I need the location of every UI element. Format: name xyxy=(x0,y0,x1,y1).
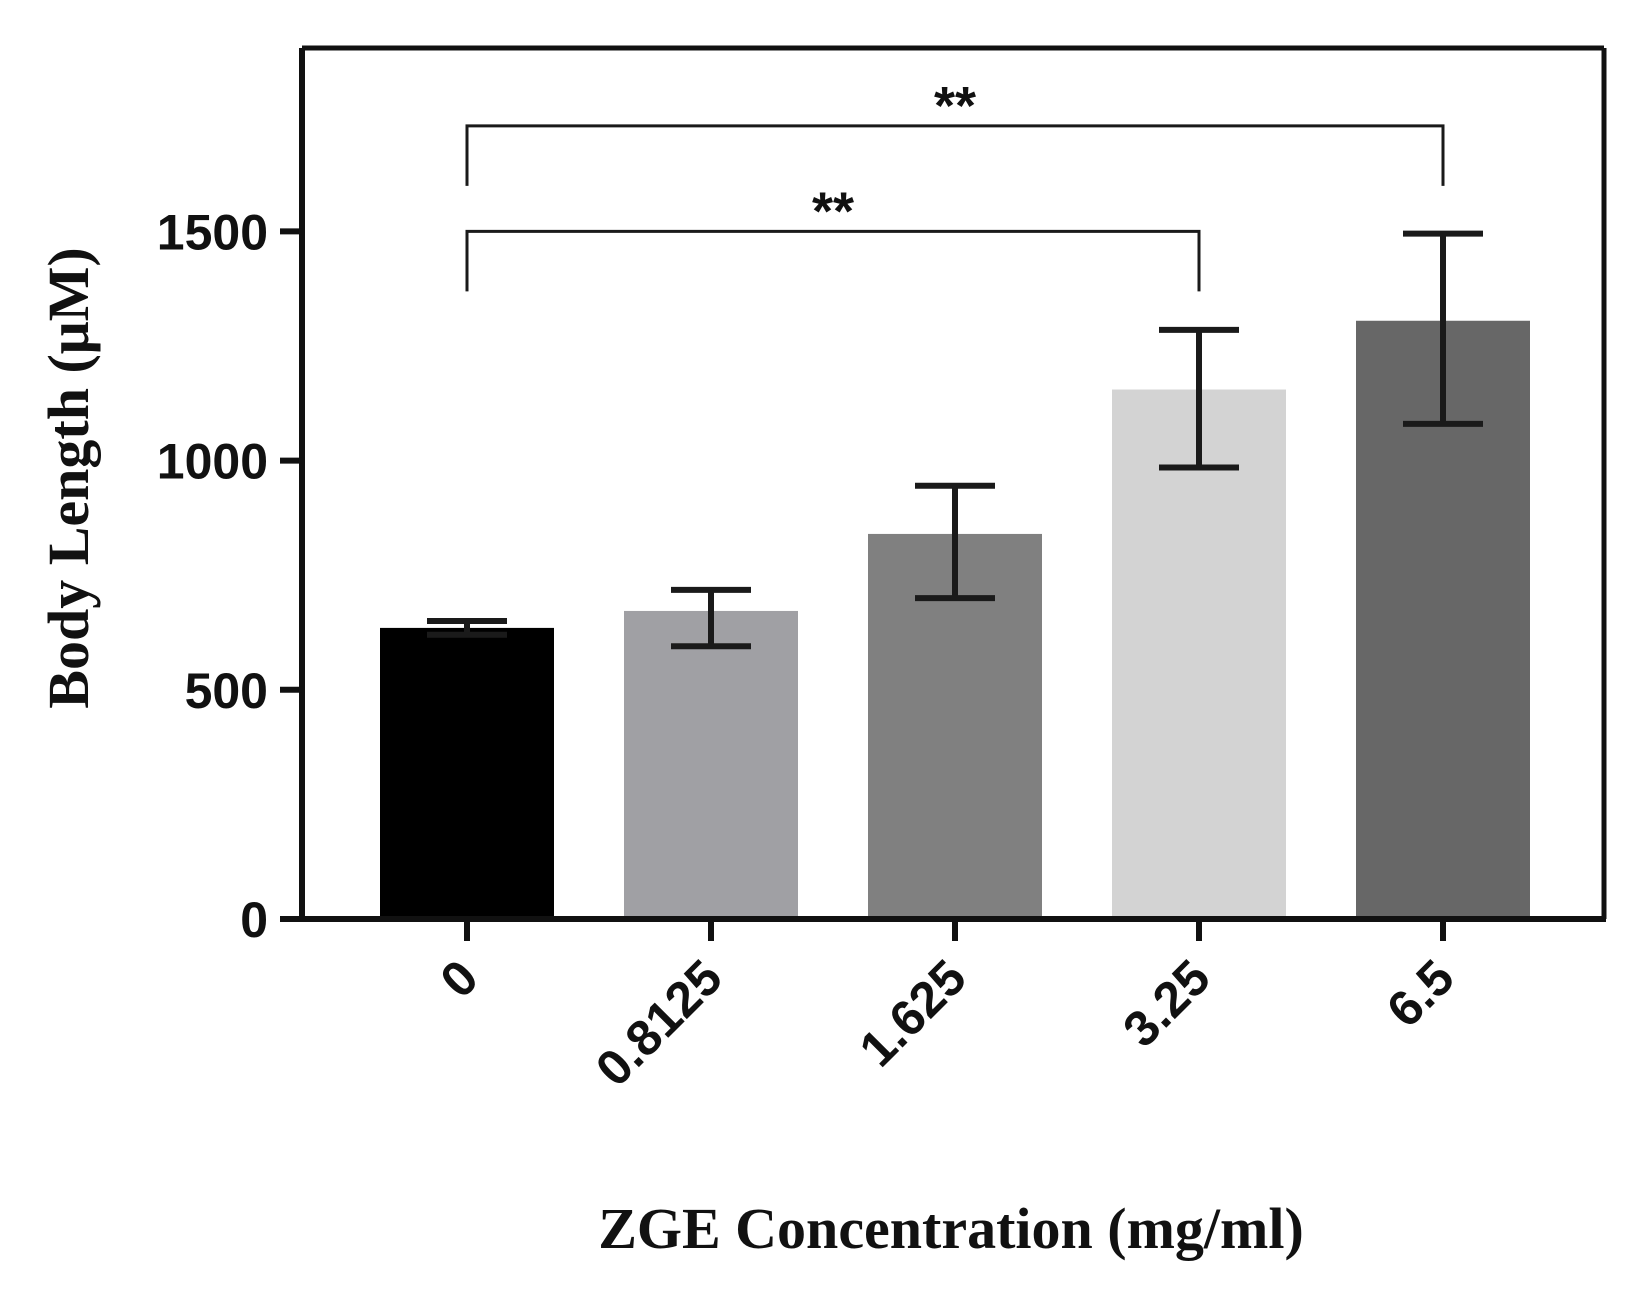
x-tick-label: 1.625 xyxy=(849,949,977,1077)
x-tick-label: 0 xyxy=(430,949,489,1008)
x-tick-label: 0.8125 xyxy=(585,949,733,1097)
significance-bracket-1 xyxy=(465,124,1445,186)
bar-1 xyxy=(624,610,798,919)
bar-0 xyxy=(380,627,554,919)
significance-label-0: ** xyxy=(812,181,854,241)
significance-label-1: ** xyxy=(934,76,976,136)
y-axis-title: Body Length (μM) xyxy=(36,247,101,708)
y-tick-label: 1000 xyxy=(157,434,268,490)
x-axis-title: ZGE Concentration (mg/ml) xyxy=(598,1196,1304,1261)
x-tick-label: 6.5 xyxy=(1376,949,1465,1038)
y-tick-label: 0 xyxy=(240,892,268,948)
x-tick-label: 3.25 xyxy=(1112,949,1220,1057)
bar-3 xyxy=(1112,389,1286,919)
significance-bracket-0 xyxy=(465,229,1201,292)
y-tick-label: 500 xyxy=(185,663,268,719)
y-tick-label: 1500 xyxy=(157,204,268,260)
